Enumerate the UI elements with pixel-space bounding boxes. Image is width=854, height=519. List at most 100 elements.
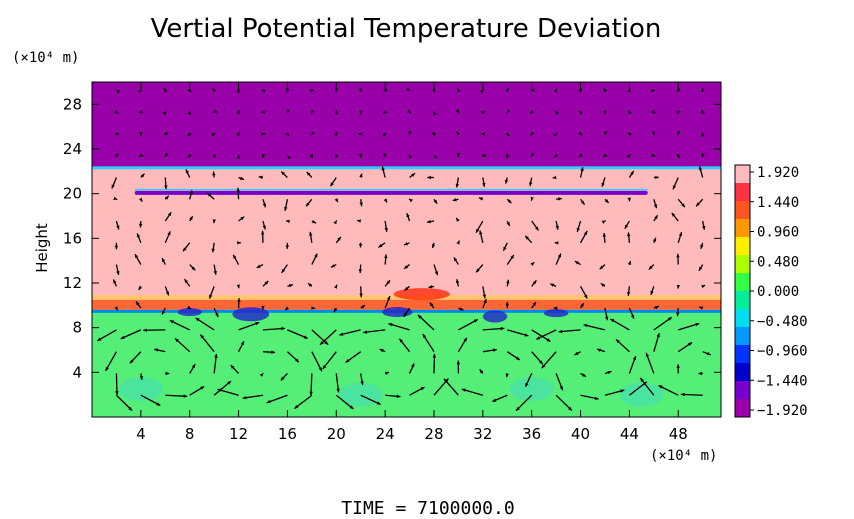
wind-arrow-head xyxy=(616,339,620,344)
wind-arrow-head xyxy=(309,89,314,93)
wind-arrow-head xyxy=(581,373,586,377)
wind-arrow-head xyxy=(281,171,286,176)
x-tick-label: 4 xyxy=(136,425,146,443)
wind-arrow xyxy=(461,388,484,396)
wind-arrow-head xyxy=(264,280,269,285)
wind-arrow-head xyxy=(422,334,427,338)
wind-arrow-head xyxy=(676,364,680,368)
wind-arrow-head xyxy=(627,88,631,93)
wind-arrow xyxy=(310,373,313,396)
wind-arrow-head xyxy=(453,257,458,262)
wind-arrow-head xyxy=(403,312,408,317)
wind-arrow-head xyxy=(383,110,388,114)
wind-arrow-head xyxy=(408,198,413,203)
wind-arrow-head xyxy=(136,301,140,306)
wind-arrow-head xyxy=(286,109,290,114)
wind-arrow-head xyxy=(138,197,143,202)
wind-arrow-head xyxy=(552,175,557,180)
wind-arrow-head xyxy=(525,235,530,240)
colorbar-swatch xyxy=(735,201,750,220)
wind-arrow-head xyxy=(237,298,241,302)
wind-arrow-head xyxy=(260,230,265,235)
wind-arrow-head xyxy=(550,283,555,287)
wind-arrow-head xyxy=(654,305,659,310)
wind-arrow-head xyxy=(359,202,363,207)
wind-arrow-head xyxy=(213,109,218,113)
wind-arrow-head xyxy=(195,317,200,322)
wind-arrow-head xyxy=(559,386,564,391)
wind-arrow xyxy=(335,394,354,410)
wind-arrow-head xyxy=(530,262,535,266)
wind-arrow-head xyxy=(167,212,172,217)
wind-arrow-head xyxy=(456,131,461,136)
wind-arrow-head xyxy=(510,254,514,259)
wind-arrow-head xyxy=(212,88,217,93)
wind-arrow-head xyxy=(334,110,339,115)
colorbar-swatch xyxy=(735,399,750,417)
wind-arrow-head xyxy=(284,206,288,211)
wind-arrow-head xyxy=(138,223,143,228)
colorbar-swatch xyxy=(735,381,750,400)
wind-arrow-head xyxy=(576,227,580,232)
cold-patch xyxy=(232,307,270,322)
wind-arrow-head xyxy=(285,306,290,311)
wind-arrow-head xyxy=(459,307,464,311)
wind-arrow-head xyxy=(681,203,685,208)
wind-arrow-head xyxy=(236,284,240,289)
wind-arrow-head xyxy=(200,386,205,390)
wind-arrow-head xyxy=(651,153,656,157)
x-tick-label: 20 xyxy=(327,425,346,443)
wind-arrow-head xyxy=(506,109,511,113)
wind-arrow-head xyxy=(506,222,510,227)
wind-arrow-head xyxy=(255,322,260,326)
wind-arrow-head xyxy=(294,405,299,409)
x-tick-label: 40 xyxy=(571,425,590,443)
wind-arrow-head xyxy=(476,268,480,273)
wind-arrow-head xyxy=(188,153,192,158)
wind-arrow-head xyxy=(358,269,363,273)
wind-arrow-head xyxy=(536,336,541,340)
colorbar-swatch xyxy=(735,165,750,183)
wind-arrow-head xyxy=(698,371,703,376)
wind-arrow-head xyxy=(630,171,634,175)
wind-arrow-head xyxy=(653,204,658,209)
wind-arrow-head xyxy=(376,401,381,405)
wind-arrow-head xyxy=(386,296,391,300)
layer-upper xyxy=(92,82,721,168)
wind-arrow-head xyxy=(116,90,121,94)
wind-arrow-head xyxy=(161,310,166,315)
wind-arrow-head xyxy=(516,406,520,411)
cool-patch xyxy=(509,377,554,402)
wind-arrow-head xyxy=(360,381,364,386)
wind-arrow-head xyxy=(382,153,387,158)
wind-arrow-head xyxy=(558,197,562,201)
wind-arrow-head xyxy=(650,89,655,93)
wind-arrow xyxy=(443,378,459,396)
wind-arrow-head xyxy=(259,373,264,377)
wind-arrow-head xyxy=(261,132,265,136)
wind-arrow-head xyxy=(456,240,460,245)
wind-arrow-head xyxy=(385,371,390,375)
wind-arrow-head xyxy=(209,294,213,299)
wind-arrow-head xyxy=(136,233,141,238)
wind-arrow-head xyxy=(333,132,338,137)
wind-arrow xyxy=(199,334,215,353)
wind-arrow-head xyxy=(698,166,703,171)
wind-arrow-head xyxy=(105,366,109,371)
colorbar-swatch xyxy=(735,219,750,238)
wind-arrow-head xyxy=(113,196,118,200)
wind-arrow-head xyxy=(594,396,599,400)
wind-arrow-head xyxy=(452,198,457,202)
wind-arrow-head xyxy=(479,369,484,374)
y-tick-label: 28 xyxy=(63,95,82,113)
wind-arrow-head xyxy=(597,348,601,352)
wind-arrow-head xyxy=(506,153,510,158)
wind-arrow-head xyxy=(139,131,143,136)
wind-arrow-head xyxy=(240,341,245,346)
wind-arrow-head xyxy=(285,245,290,249)
wind-arrow-head xyxy=(656,333,660,338)
wind-arrow-head xyxy=(699,306,703,310)
wind-arrow xyxy=(388,323,410,331)
wind-arrow-head xyxy=(530,131,535,136)
